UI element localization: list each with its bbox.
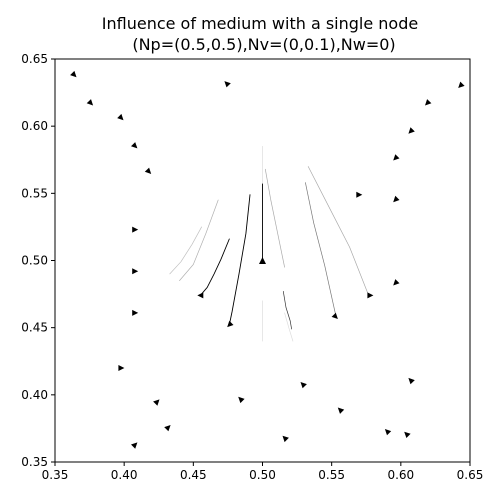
- trajectory-line: [229, 195, 250, 325]
- chart-title-line-2: (Np=(0.5,0.5),Nv=(0,0.1),Nw=0): [132, 35, 395, 54]
- quiver-arrow: [338, 408, 344, 414]
- trajectory-line: [180, 200, 219, 281]
- quiver-arrow: [224, 81, 230, 87]
- x-tick-label: 0.55: [318, 468, 345, 482]
- chart-title-line-1: Influence of medium with a single node: [102, 14, 418, 33]
- y-tick-label: 0.35: [21, 455, 48, 469]
- quiver-arrow: [458, 82, 464, 88]
- y-tick-label: 0.45: [21, 321, 48, 335]
- quiver-arrow: [425, 99, 431, 105]
- trajectory-line: [305, 183, 335, 316]
- quiver-arrow: [356, 192, 362, 198]
- quiver-arrow: [132, 227, 138, 233]
- quiver-arrow: [118, 365, 124, 371]
- x-tick-label: 0.35: [42, 468, 69, 482]
- y-axis: 0.35 0.40 0.45 0.50 0.55 0.60 0.65: [21, 52, 55, 469]
- x-tick-label: 0.60: [387, 468, 414, 482]
- quiver-arrow: [131, 442, 137, 448]
- trajectory-line: [308, 167, 367, 293]
- y-tick-label: 0.60: [21, 119, 48, 133]
- plot-area: [70, 71, 465, 449]
- node-arrow: [259, 257, 266, 264]
- quiver-arrow: [238, 397, 244, 403]
- quiver-arrow: [408, 378, 414, 384]
- x-tick-label: 0.45: [180, 468, 207, 482]
- y-tick-label: 0.40: [21, 388, 48, 402]
- x-tick-label: 0.40: [111, 468, 138, 482]
- trajectory-line: [265, 169, 284, 267]
- quiver-arrow: [301, 382, 307, 388]
- y-tick-label: 0.55: [21, 186, 48, 200]
- quiver-arrow: [164, 425, 170, 431]
- quiver-arrow: [408, 127, 414, 133]
- quiver-arrow: [393, 154, 399, 160]
- x-tick-label: 0.50: [249, 468, 276, 482]
- y-tick-label: 0.65: [21, 52, 48, 66]
- x-tick-label: 0.65: [457, 468, 484, 482]
- trajectory-line: [200, 239, 229, 295]
- quiver-arrow: [393, 279, 399, 285]
- x-axis: 0.35 0.40 0.45 0.50 0.55 0.60 0.65: [42, 462, 484, 482]
- quiver-arrow: [393, 196, 399, 202]
- quiver-arrow: [197, 292, 203, 298]
- quiver-arrow: [385, 429, 391, 435]
- trajectory-line: [170, 227, 202, 274]
- quiver-arrow: [404, 432, 410, 438]
- quiver-arrow: [131, 142, 137, 148]
- quiver-arrow: [117, 114, 123, 120]
- quiver-arrow: [283, 436, 289, 442]
- quiver-arrow: [145, 168, 151, 174]
- y-tick-label: 0.50: [21, 254, 48, 268]
- quiver-arrow: [132, 268, 138, 274]
- quiver-arrow: [132, 310, 138, 316]
- quiver-arrow: [367, 292, 373, 298]
- quiver-arrow: [153, 399, 159, 405]
- quiver-arrow: [70, 71, 76, 77]
- quiver-arrow: [87, 99, 93, 105]
- quiver-arrow: [332, 313, 338, 319]
